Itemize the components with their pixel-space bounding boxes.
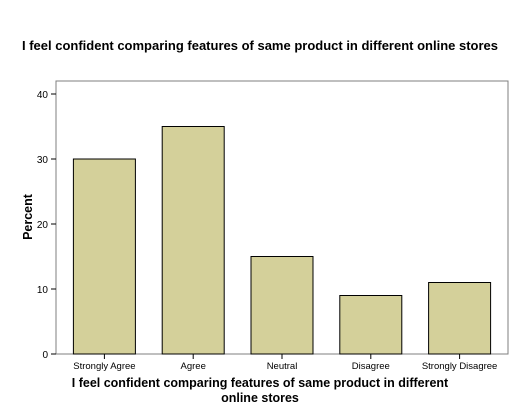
y-tick-label-0: 0 — [42, 350, 48, 361]
y-tick-label-2: 20 — [37, 220, 49, 231]
x-tick-label-0: Strongly Agree — [73, 361, 135, 372]
x-tick-label-3: Disagree — [352, 361, 390, 372]
chart-title: I feel confident comparing features of s… — [21, 38, 499, 53]
x-tick-label-2: Neutral — [267, 361, 298, 372]
bar-0 — [72, 158, 136, 355]
x-tick-label-1: Agree — [181, 361, 206, 372]
bar-4 — [428, 282, 492, 355]
bar-3 — [339, 295, 403, 355]
x-tick-label-4: Strongly Disagree — [422, 361, 498, 372]
bar-2 — [250, 256, 314, 355]
y-tick-label-3: 30 — [37, 155, 49, 166]
x-axis-title: I feel confident comparing features of s… — [71, 376, 449, 405]
y-axis-title: Percent — [21, 194, 35, 240]
bar-1 — [161, 126, 225, 355]
y-tick-label-1: 10 — [37, 285, 49, 296]
y-tick-label-4: 40 — [37, 90, 49, 101]
